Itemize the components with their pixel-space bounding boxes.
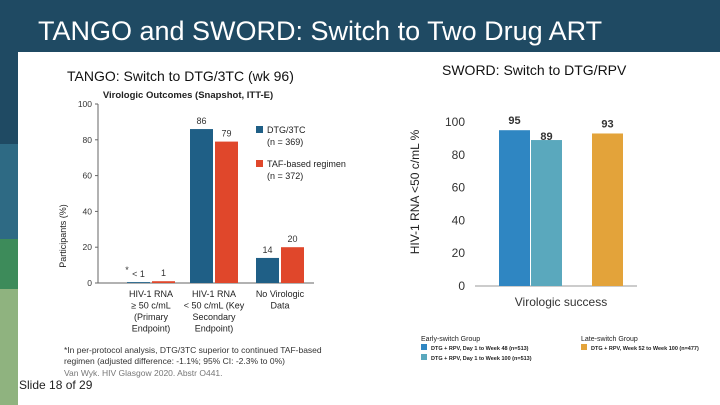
sword-legend-label: DTG + RPV, Week 52 to Week 100 (n=477) <box>591 346 699 352</box>
sword-legend-group-late: Late-switch Group <box>581 336 638 343</box>
sword-x-axis-label: Virologic success <box>515 295 607 309</box>
tango-bar <box>256 257 279 283</box>
tango-bar <box>190 129 213 283</box>
accent-block <box>0 239 18 289</box>
tango-asterisk: * <box>125 265 129 275</box>
sword-bar <box>531 140 562 286</box>
tango-bar <box>127 282 150 283</box>
sword-legend-swatch <box>421 344 427 350</box>
accent-block <box>0 52 18 144</box>
tango-y-axis-label: Participants (%) <box>58 204 68 268</box>
left-accent-strip <box>0 52 18 405</box>
tango-y-tick-label: 60 <box>83 171 93 181</box>
tango-bar-label: 14 <box>262 245 272 255</box>
sword-bar-label: 89 <box>540 131 552 143</box>
title-bar: TANGO and SWORD: Switch to Two Drug ART <box>0 0 720 52</box>
tango-y-tick-label: 100 <box>78 99 92 109</box>
tango-legend-n: (n = 369) <box>267 137 303 147</box>
tango-y-tick-label: 80 <box>83 135 93 145</box>
tango-bar <box>215 141 238 283</box>
sword-y-tick-label: 100 <box>445 115 465 129</box>
tango-legend-swatch <box>256 126 263 133</box>
sword-y-axis-label: HIV-1 RNA <50 c/mL % <box>408 129 422 254</box>
tango-legend-swatch <box>256 160 263 167</box>
slide-number: Slide 18 of 29 <box>19 378 93 392</box>
sword-legend-swatch <box>581 344 587 350</box>
tango-category-label: Endpoint) <box>132 324 171 334</box>
sword-legend-label: DTG + RPV, Day 1 to Week 100 (n=513) <box>431 356 532 362</box>
sword-bar-label: 95 <box>508 115 520 127</box>
tango-bar-label: 86 <box>196 116 206 126</box>
tango-bar <box>281 247 304 283</box>
slide-title: TANGO and SWORD: Switch to Two Drug ART <box>38 16 603 46</box>
tango-footnote-line2: regimen (adjusted difference: -1.1%; 95%… <box>64 356 285 366</box>
tango-panel-title: TANGO: Switch to DTG/3TC (wk 96) <box>67 68 294 84</box>
accent-block <box>0 289 18 405</box>
tango-chart: Virologic Outcomes (Snapshot, ITT-E) Par… <box>58 90 346 378</box>
tango-citation: Van Wyk. HIV Glasgow 2020. Abstr O441. <box>64 368 223 378</box>
sword-legend-label: DTG + RPV, Day 1 to Week 48 (n=513) <box>431 346 529 352</box>
tango-bar-label: 1 <box>161 268 166 278</box>
sword-chart: HIV-1 RNA <50 c/mL % 0 20 40 60 80 100 95 89 93… <box>408 115 699 362</box>
tango-category-label: Secondary <box>192 312 236 322</box>
tango-category-label: No Virologic <box>256 289 305 299</box>
sword-panel-title: SWORD: Switch to DTG/RPV <box>442 62 627 78</box>
tango-category-label: HIV-1 RNA <box>129 289 173 299</box>
tango-legend-n: (n = 372) <box>267 171 303 181</box>
tango-category-label: HIV-1 RNA <box>192 289 236 299</box>
sword-y-tick-label: 0 <box>458 279 465 293</box>
tango-bar-label: 20 <box>287 234 297 244</box>
sword-y-tick-label: 80 <box>452 148 466 162</box>
sword-legend-group-early: Early-switch Group <box>421 336 480 343</box>
tango-category-label: ≥ 50 c/mL <box>131 301 170 311</box>
sword-y-tick-label: 60 <box>452 181 466 195</box>
tango-y-tick-label: 20 <box>83 242 93 252</box>
sword-y-tick-label: 40 <box>452 213 466 227</box>
sword-legend-swatch <box>421 354 427 360</box>
tango-category-label: < 50 c/mL (Key <box>184 301 245 311</box>
tango-legend-label: DTG/3TC <box>267 125 306 135</box>
sword-bar <box>499 130 530 286</box>
tango-bar <box>152 281 175 283</box>
tango-legend-label: TAF-based regimen <box>267 159 346 169</box>
tango-footnote-line1: *In per-protocol analysis, DTG/3TC super… <box>64 345 322 355</box>
tango-category-label: Data <box>270 301 289 311</box>
sword-bar-label: 93 <box>601 118 613 130</box>
tango-category-label: (Primary <box>134 312 168 322</box>
tango-category-label: Endpoint) <box>195 324 234 334</box>
sword-bar <box>592 133 623 286</box>
accent-block <box>0 144 18 239</box>
tango-bar-label: < 1 <box>132 269 145 279</box>
tango-y-tick-label: 0 <box>87 278 92 288</box>
sword-y-tick-label: 20 <box>452 246 466 260</box>
tango-chart-title: Virologic Outcomes (Snapshot, ITT-E) <box>103 90 273 101</box>
tango-bar-label: 79 <box>221 129 231 139</box>
tango-y-tick-label: 40 <box>83 206 93 216</box>
